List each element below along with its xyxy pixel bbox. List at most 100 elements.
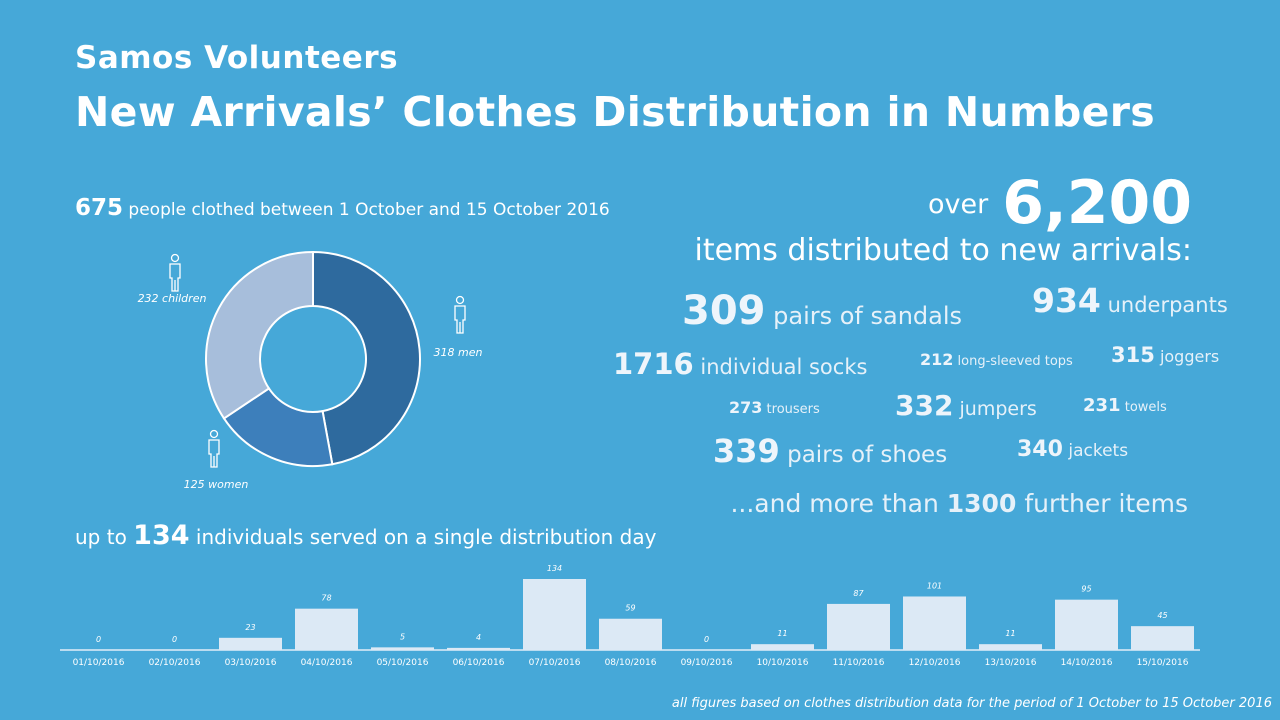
item-trousers: 273 trousers [729, 398, 820, 417]
total-items-headline: over 6,200 [928, 168, 1192, 238]
further-items-note: ...and more than 1300 further items [730, 489, 1188, 518]
x-tick-label: 10/10/2016 [757, 658, 809, 668]
gender-donut-chart: 318 men 125 women 232 children [120, 240, 540, 500]
item-label: jackets [1068, 441, 1129, 461]
item-number: 309 [682, 288, 766, 334]
bar-chart-svg: 0 01/10/2016 0 02/10/2016 23 03/10/2016 78 04/1… [60, 564, 1200, 668]
item-jackets: 340 jackets [1017, 437, 1128, 462]
donut-svg: 318 men 125 women 232 children [138, 250, 483, 491]
x-tick-label: 11/10/2016 [833, 658, 885, 668]
bar [903, 596, 966, 650]
item-label: pairs of sandals [773, 302, 963, 330]
bar-value-label: 11 [1005, 629, 1015, 638]
bar [523, 579, 586, 650]
bar-value-label: 101 [927, 581, 942, 590]
item-number: 212 [920, 350, 954, 369]
people-clothed-summary: 675 people clothed between 1 October and… [75, 195, 610, 221]
item-label: pairs of shoes [787, 442, 948, 468]
bar-value-label: 78 [321, 594, 331, 603]
item-number: 340 [1017, 437, 1063, 462]
x-tick-label: 04/10/2016 [301, 658, 353, 668]
item-number: 1716 [613, 347, 694, 381]
item-number: 332 [895, 389, 954, 422]
bar-value-label: 95 [1081, 585, 1091, 594]
item-number: 339 [713, 432, 780, 470]
bar [599, 618, 662, 650]
x-tick-label: 07/10/2016 [529, 658, 581, 668]
bar-value-label: 0 [704, 635, 709, 644]
x-tick-label: 06/10/2016 [453, 658, 505, 668]
bar-value-label: 0 [96, 635, 101, 644]
max-served-headline: up to 134 individuals served on a single… [75, 520, 656, 551]
served-number: 134 [133, 520, 190, 551]
bar [1131, 626, 1194, 650]
bar [751, 644, 814, 650]
bar-value-label: 5 [400, 632, 405, 641]
bar-value-label: 23 [245, 623, 255, 632]
item-label: long-sleeved tops [957, 354, 1073, 369]
x-tick-label: 02/10/2016 [149, 658, 201, 668]
x-tick-label: 15/10/2016 [1137, 658, 1189, 668]
item-number: 273 [729, 398, 763, 417]
item-label: joggers [1159, 347, 1220, 366]
served-prefix: up to [75, 525, 127, 549]
bar-value-label: 134 [547, 564, 562, 573]
donut-slice-children [205, 250, 314, 420]
item-number: 231 [1083, 395, 1121, 416]
item-jumpers: 332 jumpers [895, 389, 1037, 422]
item-label: underpants [1107, 293, 1228, 317]
person-icon [208, 429, 220, 468]
bar [295, 608, 358, 650]
x-tick-label: 13/10/2016 [985, 658, 1037, 668]
more-suffix: further items [1024, 489, 1188, 518]
item-long-sleeved-tops: 212 long-sleeved tops [920, 350, 1073, 369]
bar-value-label: 4 [476, 633, 481, 642]
person-icon [454, 295, 466, 334]
donut-label-men: 318 men [434, 346, 483, 359]
person-icon [169, 253, 181, 292]
total-prefix: over [927, 189, 989, 220]
item-label: trousers [766, 402, 820, 417]
item-socks: 1716 individual socks [613, 347, 867, 381]
page-title: New Arrivals’ Clothes Distribution in Nu… [75, 88, 1155, 136]
footnote: all figures based on clothes distributio… [671, 696, 1272, 711]
items-distributed-subtitle: items distributed to new arrivals: [694, 233, 1192, 268]
daily-distribution-bar-chart: 0 01/10/2016 0 02/10/2016 23 03/10/2016 78 04/1… [60, 555, 1210, 675]
bar-value-label: 45 [1157, 611, 1167, 620]
item-number: 315 [1111, 343, 1155, 367]
x-tick-label: 14/10/2016 [1061, 658, 1113, 668]
x-tick-label: 03/10/2016 [225, 658, 277, 668]
bar-value-label: 59 [625, 604, 635, 613]
item-shoes: 339 pairs of shoes [713, 432, 947, 470]
x-tick-label: 08/10/2016 [605, 658, 657, 668]
item-sandals: 309 pairs of sandals [682, 288, 962, 334]
people-text: people clothed between 1 October and 15 … [128, 200, 610, 220]
bar [219, 637, 282, 650]
bar [371, 647, 434, 650]
donut-label-women: 125 women [184, 478, 249, 491]
bar [447, 647, 510, 650]
x-tick-label: 01/10/2016 [73, 658, 125, 668]
bar-value-label: 11 [777, 629, 787, 638]
x-tick-label: 05/10/2016 [377, 658, 429, 668]
people-count: 675 [75, 195, 124, 221]
item-number: 934 [1032, 281, 1101, 320]
bar-value-label: 0 [172, 635, 177, 644]
bar [1055, 599, 1118, 650]
x-tick-label: 12/10/2016 [909, 658, 961, 668]
donut-label-children: 232 children [138, 292, 207, 305]
total-number: 6,200 [1002, 168, 1192, 238]
item-towels: 231 towels [1083, 395, 1167, 416]
bar-value-label: 87 [853, 589, 864, 598]
donut-slice-men [312, 250, 421, 466]
item-underpants: 934 underpants [1032, 281, 1228, 320]
item-label: individual socks [700, 355, 868, 379]
x-tick-label: 09/10/2016 [681, 658, 733, 668]
served-suffix: individuals served on a single distribut… [195, 525, 657, 549]
item-label: towels [1124, 400, 1167, 415]
organization-name: Samos Volunteers [75, 40, 399, 76]
more-prefix: ...and more than [730, 489, 939, 518]
bar [979, 644, 1042, 650]
bar [827, 603, 890, 650]
item-label: jumpers [959, 398, 1037, 420]
